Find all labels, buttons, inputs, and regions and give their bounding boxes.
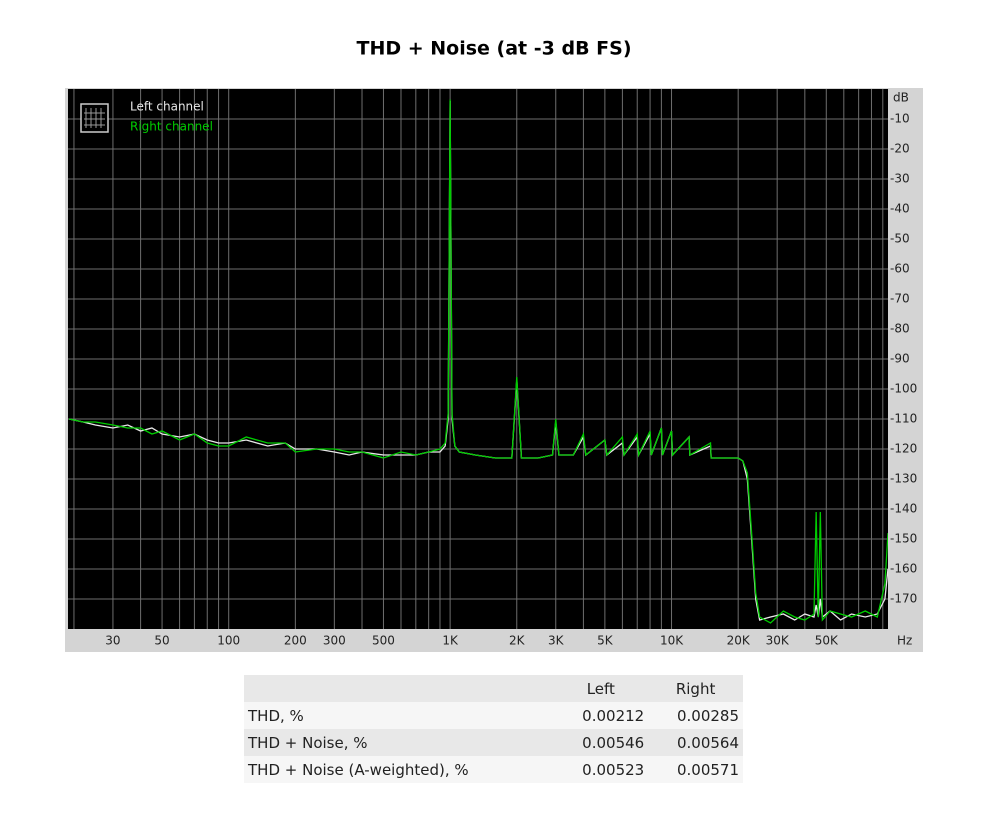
grid: [68, 89, 888, 629]
y-tick-label: -170: [890, 592, 917, 606]
results-table: Left Right THD, % 0.00212 0.00285 THD + Noi…: [244, 675, 743, 783]
cell: 0.00285: [676, 706, 739, 725]
y-tick-label: -30: [890, 172, 910, 186]
table-header: Left Right: [244, 675, 743, 702]
y-tick-label: -110: [890, 412, 917, 426]
x-axis-label: Hz: [897, 634, 912, 648]
x-tick-label: 500: [372, 634, 395, 648]
y-tick-label: -20: [890, 142, 910, 156]
x-tick-label: 5K: [597, 634, 614, 648]
table-row: THD + Noise (A-weighted), % 0.00523 0.0057…: [244, 756, 743, 783]
table-row: THD + Noise, % 0.00546 0.00564: [244, 729, 743, 756]
y-tick-label: -140: [890, 502, 917, 516]
cell: 0.00564: [676, 733, 739, 752]
x-tick-label: 20K: [727, 634, 751, 648]
row-label: THD + Noise (A-weighted), %: [248, 760, 469, 779]
x-tick-label: 300: [323, 634, 346, 648]
y-tick-label: -160: [890, 562, 917, 576]
header-cell: Left: [586, 679, 615, 698]
cell: 0.00546: [582, 733, 645, 752]
y-tick-label: -40: [890, 202, 910, 216]
y-tick-label: -50: [890, 232, 910, 246]
y-tick-label: -90: [890, 352, 910, 366]
chart-title: THD + Noise (at -3 dB FS): [356, 38, 631, 60]
chart: THD + Noise (at -3 dB FS) Hz dB 30 50 100 2…: [65, 38, 923, 652]
header-cell: Right: [675, 679, 716, 698]
x-tick-label: 10K: [660, 634, 684, 648]
cell: 0.00212: [582, 706, 645, 725]
y-tick-label: -120: [890, 442, 917, 456]
x-tick-label: 1K: [442, 634, 459, 648]
x-tick-label: 50K: [815, 634, 839, 648]
cell: 0.00523: [582, 760, 645, 779]
x-tick-label: 3K: [548, 634, 565, 648]
y-tick-label: -100: [890, 382, 917, 396]
y-tick-label: -60: [890, 262, 910, 276]
x-tick-label: 100: [217, 634, 240, 648]
y-tick-label: -70: [890, 292, 910, 306]
legend-label: Right channel: [130, 120, 213, 134]
y-axis-label: dB: [893, 91, 909, 105]
y-tick-label: -130: [890, 472, 917, 486]
x-tick-label: 50: [154, 634, 169, 648]
y-tick-label: -150: [890, 532, 917, 546]
lines: [68, 99, 888, 624]
x-tick-label: 30K: [766, 634, 790, 648]
x-tick-label: 200: [284, 634, 307, 648]
x-tick-label: 30: [105, 634, 120, 648]
row-label: THD, %: [248, 706, 304, 725]
table-row: THD, % 0.00212 0.00285: [244, 702, 743, 729]
legend-icon: [80, 103, 109, 133]
series-line: [68, 99, 888, 624]
row-label: THD + Noise, %: [248, 733, 368, 752]
y-tick-label: -10: [890, 112, 910, 126]
y-tick-label: -80: [890, 322, 910, 336]
x-tick-label: 2K: [509, 634, 526, 648]
cell: 0.00571: [676, 760, 739, 779]
legend-label: Left channel: [130, 100, 204, 114]
